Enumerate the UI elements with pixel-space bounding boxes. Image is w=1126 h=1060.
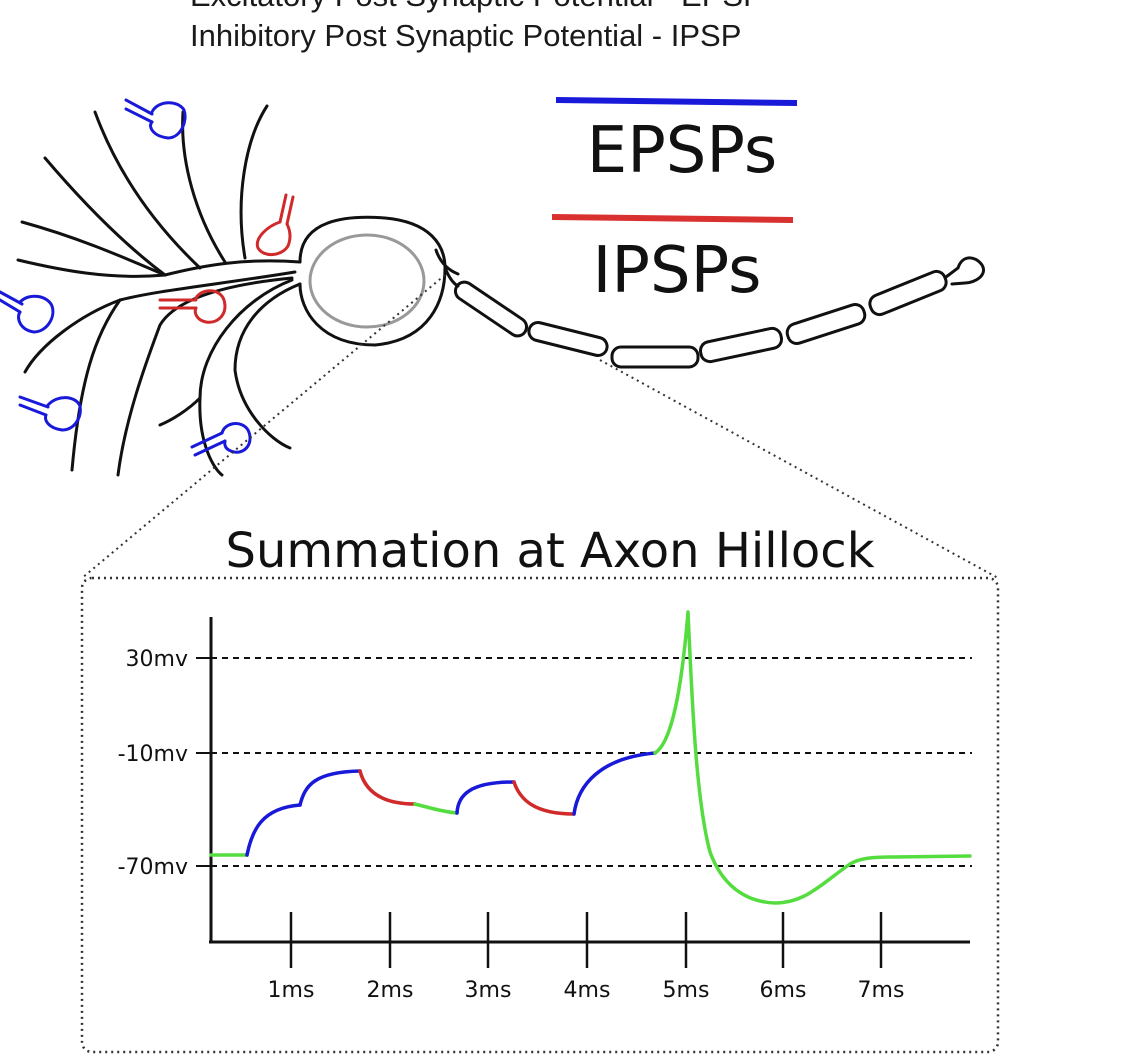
chart-title: Summation at Axon Hillock [226,523,875,579]
x-tick-label: 3ms [465,978,512,1003]
y-tick-label: 30mv [126,647,188,672]
excitatory-synapse [124,98,187,140]
trace-segment-epsp [572,751,657,816]
chart-panel: Summation at Axon Hillock [80,523,1000,1054]
trace-segment-decay [413,802,459,815]
excitatory-synapse [190,422,252,457]
x-tick-label: 6ms [760,978,807,1003]
synapses [0,98,295,457]
x-tick-label: 5ms [663,978,710,1003]
nucleus [308,233,426,329]
x-tick-label: 4ms [564,978,611,1003]
excitatory-synapse [18,395,82,432]
dendrites [16,104,302,477]
x-tick-label: 2ms [367,978,414,1003]
ipsp-legend-bar [551,214,794,223]
ipsp-legend-label: IPSPs [593,234,762,308]
epsp-legend-label: EPSPs [587,114,777,188]
inhibitory-synapse [158,289,227,324]
myelin-sheath [453,269,948,369]
legend: EPSPs IPSPs [551,97,798,308]
zoom-lines [81,274,999,579]
trace-segment-ipsp [358,769,417,806]
neuron [16,104,985,477]
trace-segment-epsp [455,780,516,815]
summation-chart: 30mv -10mv -70mv 1ms 2ms 3ms 4ms 5ms 6ms 7ms [118,610,972,1003]
y-tick-label: -10mv [118,742,188,767]
trace-segment-ipsp [512,780,576,816]
y-tick-label: -70mv [118,855,188,880]
header-epsp-definition: Excitatory Post Synaptic Potential - EPS… [190,0,764,14]
header-ipsp-definition: Inhibitory Post Synaptic Potential - IPS… [190,18,742,53]
excitatory-synapse [0,290,55,334]
trace-segment-action-potential [653,610,972,905]
trace-segment-epsp [298,769,362,807]
epsp-legend-bar [555,97,798,106]
x-tick-label: 7ms [858,978,905,1003]
trace-segment-epsp [245,803,302,857]
axon-terminal [944,256,985,286]
inhibitory-synapse [255,193,295,256]
x-tick-label: 1ms [268,978,315,1003]
